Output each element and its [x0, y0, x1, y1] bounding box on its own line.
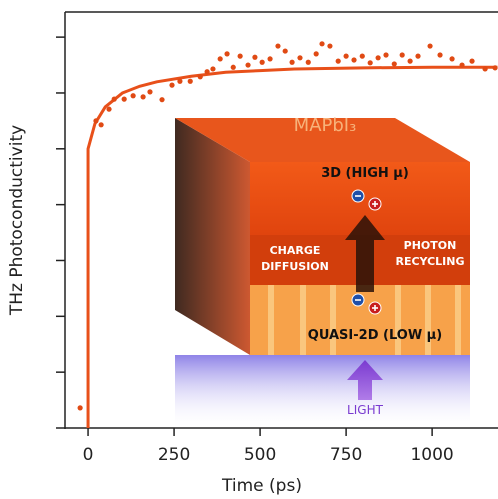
diffusion-arrow: [345, 215, 385, 292]
data-point: [359, 53, 365, 59]
data-point: [335, 58, 341, 64]
data-point: [351, 57, 357, 63]
data-point: [399, 52, 405, 58]
data-point: [93, 118, 99, 124]
light-arrow: [347, 360, 383, 400]
data-point: [98, 122, 104, 128]
data-point: [297, 55, 303, 61]
data-point: [245, 62, 251, 68]
data-point: [77, 405, 83, 411]
data-point: [319, 41, 325, 47]
light-glow: [175, 355, 470, 430]
x-tick-label: 250: [158, 445, 190, 465]
box-top: [175, 118, 470, 162]
data-point: [407, 58, 413, 64]
box-side: [175, 118, 250, 355]
x-tick-label: 500: [244, 445, 276, 465]
data-point: [267, 56, 273, 62]
data-point: [169, 82, 175, 88]
data-point: [275, 43, 281, 49]
y-axis-label: THz Photoconductivity: [7, 125, 27, 316]
data-point: [204, 69, 210, 75]
x-tick-label: 750: [330, 445, 362, 465]
data-point: [252, 54, 258, 60]
data-point: [391, 61, 397, 67]
data-point: [140, 94, 146, 100]
data-point: [383, 52, 389, 58]
data-point: [230, 64, 236, 70]
data-point: [327, 43, 333, 49]
data-point: [437, 52, 443, 58]
stripes: [268, 285, 461, 355]
data-point: [469, 58, 475, 64]
data-point: [427, 43, 433, 49]
light-label: LIGHT: [347, 403, 383, 417]
data-point: [343, 53, 349, 59]
data-point: [449, 56, 455, 62]
data-layer: [77, 41, 498, 428]
process-label: CHARGE DIFFUSION: [261, 244, 329, 273]
x-tick-label: 0: [83, 445, 94, 465]
data-point: [367, 60, 373, 66]
data-point: [130, 93, 136, 99]
data-point: [305, 59, 311, 65]
layer-label: 3D (HIGH μ): [321, 166, 409, 181]
data-point: [147, 89, 153, 95]
data-point: [111, 96, 117, 102]
data-point: [224, 51, 230, 57]
data-point: [259, 59, 265, 65]
data-point: [313, 51, 319, 57]
data-point: [282, 48, 288, 54]
data-point: [210, 66, 216, 72]
charge-signs: [355, 195, 378, 311]
data-point: [217, 56, 223, 62]
data-point: [177, 78, 183, 84]
x-tick-label: 1000: [410, 445, 453, 465]
data-point: [482, 66, 488, 72]
data-point: [459, 62, 465, 68]
x-axis-label: Time (ps): [221, 476, 302, 496]
data-point: [415, 53, 421, 59]
data-point: [237, 53, 243, 59]
layer-label: QUASI-2D (LOW μ): [307, 328, 443, 343]
data-point: [492, 65, 498, 71]
data-point: [121, 96, 127, 102]
inset-diagram: [175, 118, 470, 430]
data-point: [289, 59, 295, 65]
process-label: PHOTON RECYCLING: [395, 239, 465, 268]
data-point: [197, 74, 203, 80]
data-point: [375, 55, 381, 61]
data-point: [106, 106, 112, 112]
data-point: [159, 97, 165, 103]
data-point: [187, 78, 193, 84]
material-label: MAPbI₃: [293, 115, 357, 136]
